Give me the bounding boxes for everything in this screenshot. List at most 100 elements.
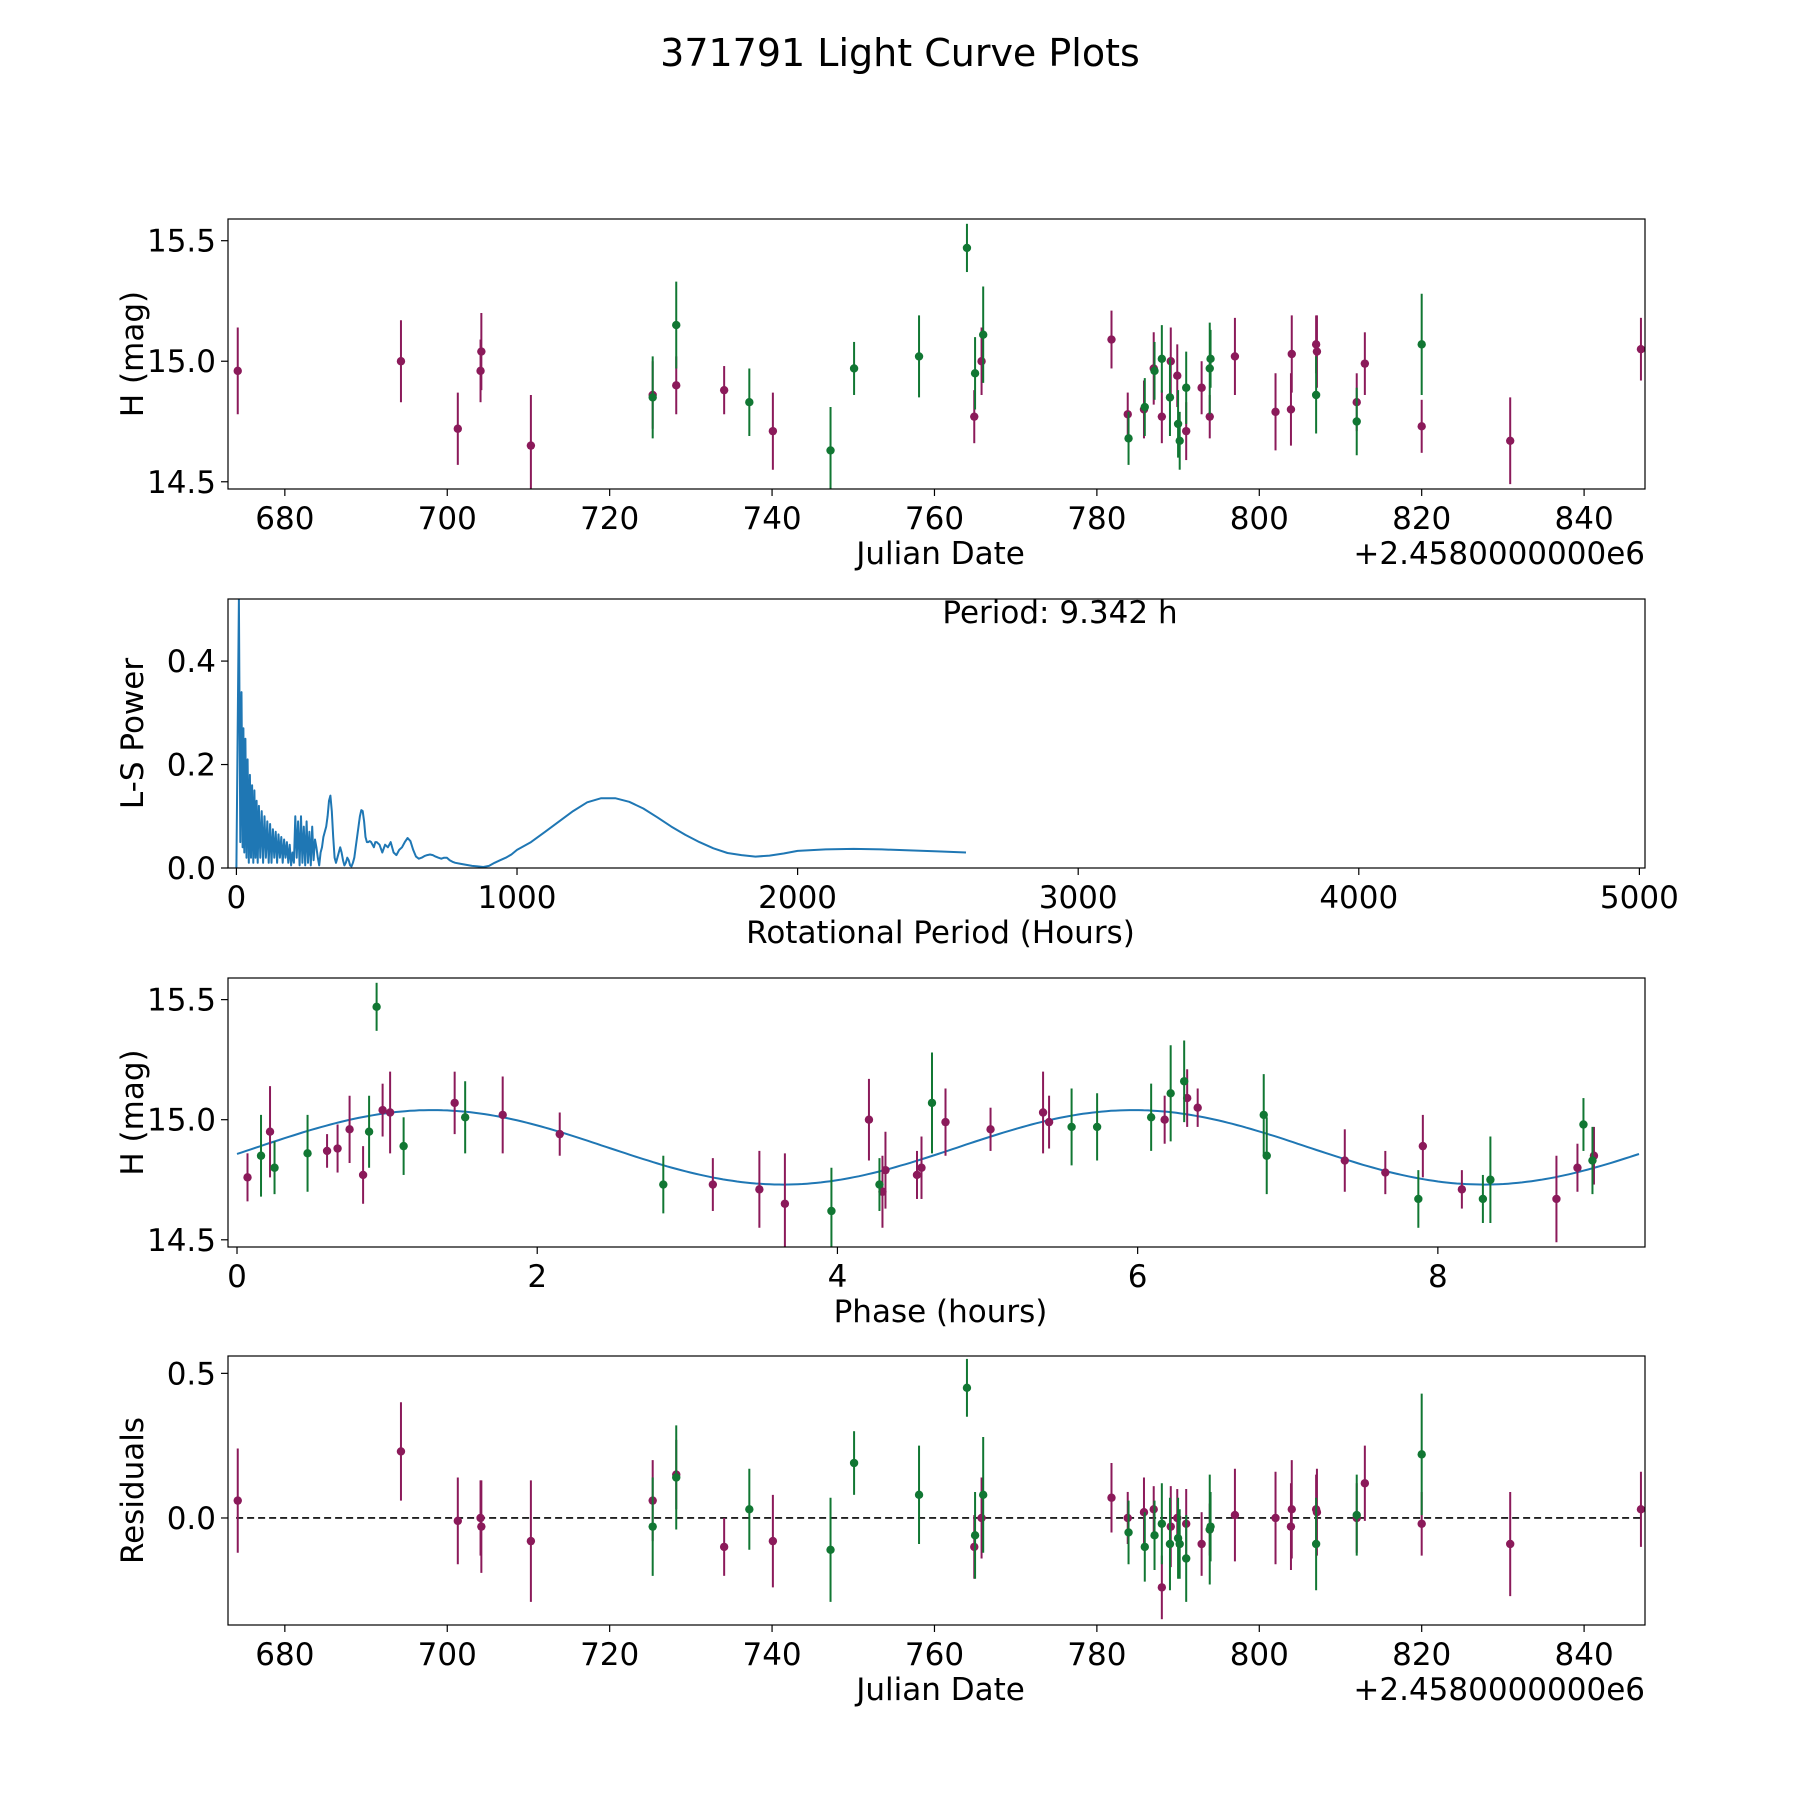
data-point bbox=[755, 1185, 764, 1194]
data-point bbox=[396, 1447, 406, 1456]
data-point bbox=[1092, 1122, 1102, 1132]
data-layer bbox=[236, 982, 1640, 1247]
data-point bbox=[1588, 1156, 1597, 1165]
data-point bbox=[303, 1149, 312, 1158]
data-point bbox=[526, 1536, 536, 1546]
data-point bbox=[372, 1002, 381, 1012]
y-tick-label: 0.4 bbox=[167, 644, 216, 680]
data-point bbox=[460, 1113, 470, 1122]
figure-title: 371791 Light Curve Plots bbox=[660, 31, 1140, 75]
data-point bbox=[1157, 1519, 1167, 1528]
data-point bbox=[477, 347, 486, 356]
data-point bbox=[970, 1531, 980, 1540]
data-point bbox=[970, 369, 980, 378]
data-point bbox=[1193, 1103, 1202, 1112]
x-tick-label: 740 bbox=[742, 1637, 801, 1673]
data-point bbox=[864, 1115, 874, 1124]
data-point bbox=[450, 1098, 459, 1108]
x-tick-label: 680 bbox=[255, 1637, 314, 1673]
x-tick-label: 820 bbox=[1392, 1637, 1451, 1673]
x-tick-label: 2000 bbox=[758, 880, 837, 916]
x-tick-label: 6 bbox=[1128, 1259, 1148, 1295]
data-point bbox=[978, 1490, 988, 1500]
y-tick-label: 0.5 bbox=[167, 1356, 216, 1392]
x-tick-label: 740 bbox=[742, 501, 801, 537]
x-tick-label: 1000 bbox=[478, 880, 557, 916]
plot-area bbox=[228, 978, 1645, 1247]
data-point bbox=[875, 1180, 884, 1189]
data-point bbox=[917, 1163, 926, 1172]
data-point bbox=[927, 1098, 937, 1108]
data-point bbox=[555, 1129, 564, 1139]
x-tick-label: 720 bbox=[580, 1637, 639, 1673]
x-tick-label: 800 bbox=[1230, 501, 1289, 537]
x-tick-label: 0 bbox=[227, 880, 247, 916]
data-point bbox=[1150, 366, 1159, 376]
data-point bbox=[453, 424, 463, 433]
data-point bbox=[1417, 1519, 1426, 1528]
data-layer bbox=[233, 1358, 1645, 1620]
lightcurve-panel: 680 700 720 740 760 780 800 820 840 14.5 15.0 15.5 J… bbox=[115, 218, 1646, 572]
x-tick-label: 700 bbox=[418, 1637, 477, 1673]
series-filter-2 bbox=[648, 1358, 1426, 1602]
data-point bbox=[826, 446, 835, 455]
y-axis-label: H (mag) bbox=[115, 291, 151, 417]
data-point bbox=[914, 1490, 924, 1500]
data-point bbox=[256, 1151, 266, 1160]
data-point bbox=[745, 398, 754, 407]
data-point bbox=[977, 357, 986, 366]
data-point bbox=[358, 1170, 368, 1180]
data-point bbox=[270, 1163, 279, 1172]
data-layer bbox=[235, 599, 967, 868]
x-axis-label: Julian Date bbox=[854, 1672, 1025, 1708]
data-point bbox=[364, 1127, 374, 1136]
axes-frame bbox=[227, 598, 1646, 869]
data-point bbox=[378, 1105, 387, 1115]
data-point bbox=[648, 393, 657, 402]
residuals-panel: 680 700 720 740 760 780 800 820 840 0.0 0.5 Julian … bbox=[115, 1355, 1646, 1708]
x-tick-label: 8 bbox=[1428, 1259, 1448, 1295]
data-point bbox=[526, 441, 536, 450]
data-point bbox=[1160, 1115, 1169, 1124]
data-point bbox=[1230, 352, 1240, 361]
x-tick-label: 720 bbox=[580, 501, 639, 537]
data-point bbox=[1287, 349, 1296, 359]
data-point bbox=[1352, 1510, 1361, 1520]
x-tick-label: 0 bbox=[227, 1259, 247, 1295]
data-point bbox=[1173, 371, 1182, 380]
data-point bbox=[1311, 390, 1321, 400]
data-layer bbox=[233, 223, 1645, 489]
data-point bbox=[827, 1206, 836, 1216]
data-point bbox=[1271, 1513, 1280, 1523]
y-tick-label: 15.0 bbox=[147, 1103, 216, 1139]
y-tick-label: 15.0 bbox=[147, 344, 216, 380]
data-point bbox=[1417, 1450, 1426, 1459]
data-point bbox=[1287, 1505, 1296, 1514]
data-point bbox=[1179, 1077, 1189, 1086]
data-point bbox=[745, 1505, 754, 1514]
data-point bbox=[1486, 1175, 1495, 1184]
data-point bbox=[849, 1458, 859, 1468]
data-point bbox=[1175, 1539, 1184, 1549]
data-point bbox=[1573, 1163, 1582, 1172]
data-point bbox=[672, 381, 681, 390]
y-axis-label: Residuals bbox=[115, 1417, 151, 1564]
data-point bbox=[1506, 436, 1515, 445]
data-point bbox=[1146, 1113, 1156, 1122]
data-point bbox=[962, 243, 972, 253]
x-tick-label: 840 bbox=[1555, 501, 1614, 537]
x-tick-label: 780 bbox=[1067, 501, 1126, 537]
data-point bbox=[385, 1108, 395, 1117]
data-point bbox=[1271, 407, 1280, 417]
y-axis-label: L-S Power bbox=[115, 658, 151, 809]
data-point bbox=[1038, 1108, 1048, 1117]
y-tick-label: 0.0 bbox=[167, 851, 216, 887]
x-axis-label: Phase (hours) bbox=[834, 1294, 1048, 1330]
power-curve bbox=[235, 599, 967, 868]
data-point bbox=[1165, 1539, 1175, 1549]
data-point bbox=[1157, 412, 1167, 421]
data-point bbox=[768, 1536, 778, 1546]
data-point bbox=[1352, 417, 1361, 426]
data-point bbox=[962, 1383, 972, 1393]
data-point bbox=[1150, 1531, 1159, 1540]
